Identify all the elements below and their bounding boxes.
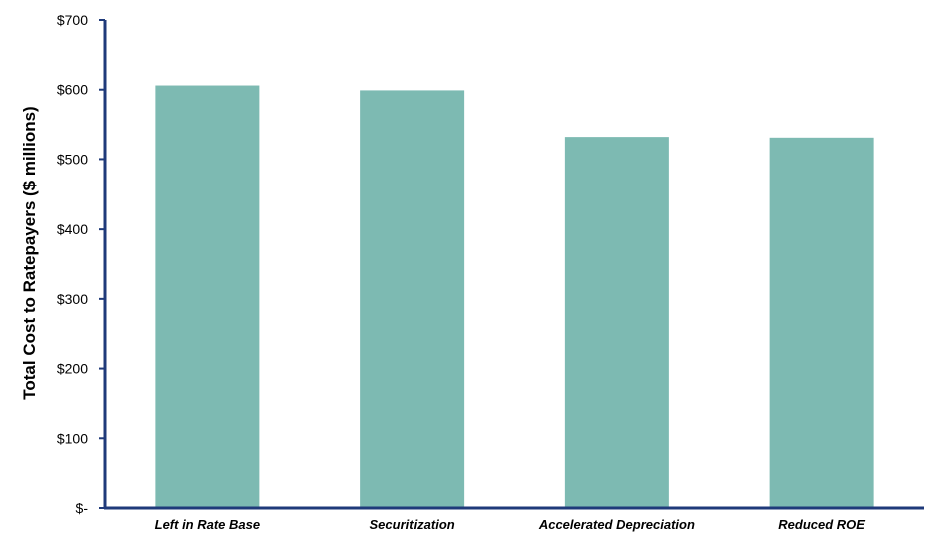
y-axis-ticks: $- $100 $200 $300 $400 $500 $600 $700: [57, 12, 105, 516]
bar: [155, 85, 260, 508]
x-category-label: Securitization: [370, 517, 455, 532]
x-category-label: Left in Rate Base: [155, 517, 260, 532]
y-tick-label: $100: [57, 430, 88, 446]
bar: [360, 90, 465, 508]
category-labels: Left in Rate Base Securitization Accelerat…: [155, 517, 866, 532]
y-tick-label: $300: [57, 291, 88, 307]
y-tick-label: $600: [57, 82, 88, 98]
bar: [564, 137, 669, 508]
x-category-label: Accelerated Depreciation: [538, 517, 695, 532]
y-tick-label: $700: [57, 12, 88, 28]
y-axis-title: Total Cost to Ratepayers ($ millions): [20, 106, 39, 399]
bars: [155, 85, 874, 508]
bar: [769, 137, 874, 508]
y-tick-label: $500: [57, 151, 88, 167]
x-category-label: Reduced ROE: [778, 517, 865, 532]
y-tick-label: $-: [76, 500, 89, 516]
y-tick-label: $200: [57, 361, 88, 377]
y-tick-label: $400: [57, 221, 88, 237]
